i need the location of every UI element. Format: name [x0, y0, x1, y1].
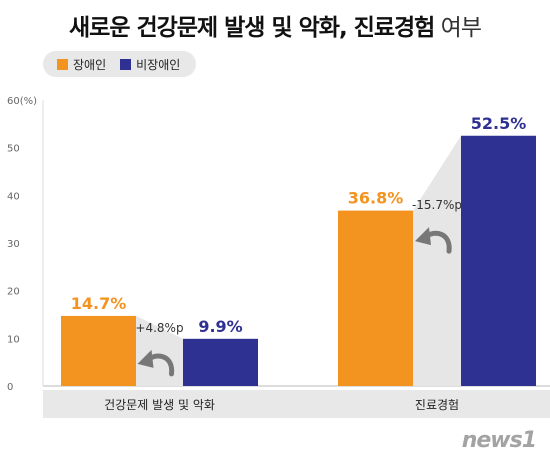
data-label: 14.7%	[71, 294, 127, 313]
category-label: 진료경험	[415, 398, 459, 412]
title-light: 여부	[440, 15, 482, 41]
category-band	[43, 390, 550, 418]
title-bold: 새로운 건강문제 발생 및 악화, 진료경험	[69, 15, 435, 41]
y-tick-label: 20	[7, 287, 20, 298]
difference-label: +4.8%p	[135, 321, 183, 335]
y-tick-label: 0	[7, 382, 13, 393]
bar	[338, 210, 413, 386]
data-label: 9.9%	[198, 317, 242, 336]
y-tick-label: 40	[7, 191, 20, 202]
legend-item-non-disabled: 비장애인	[120, 56, 180, 73]
legend-item-disabled: 장애인	[57, 56, 106, 73]
bar	[461, 135, 536, 386]
legend-swatch-disabled	[57, 58, 68, 70]
y-tick-label: 50	[7, 144, 20, 155]
y-tick-label: 10	[7, 334, 20, 345]
legend: 장애인 비장애인	[43, 51, 197, 77]
legend-label-disabled: 장애인	[73, 57, 107, 72]
arrow-head-icon	[415, 227, 431, 246]
news1-logo: news1	[461, 428, 537, 453]
difference-label: -15.7%p	[412, 198, 462, 212]
data-label: 52.5%	[471, 114, 527, 133]
legend-label-non-disabled: 비장애인	[136, 57, 181, 72]
difference-band	[413, 135, 461, 386]
y-tick-label: 30	[7, 239, 20, 250]
legend-swatch-non-disabled	[120, 58, 132, 70]
y-tick-label: 60(%)	[7, 96, 37, 107]
bar	[183, 338, 258, 386]
bar	[61, 315, 136, 386]
arrow-head-icon	[137, 349, 154, 368]
chart-title: 새로운 건강문제 발생 및 악화, 진료경험 여부	[0, 8, 550, 42]
data-label: 36.8%	[348, 189, 404, 208]
category-label: 건강문제 발생 및 악화	[104, 398, 215, 412]
